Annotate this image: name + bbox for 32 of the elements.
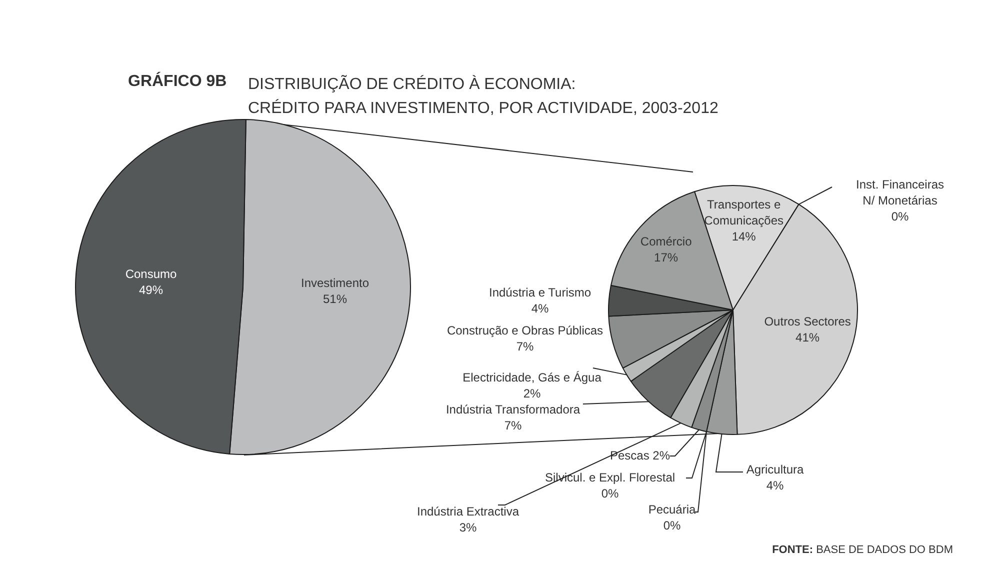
- data-label: 51%: [323, 292, 348, 306]
- data-label: 4%: [531, 301, 549, 316]
- data-label: 7%: [516, 339, 534, 354]
- slice-label: Investimento: [300, 276, 370, 290]
- data-label: 4%: [766, 478, 784, 492]
- text: 0%: [891, 209, 909, 224]
- slice-label: Indústria e Turismo: [488, 285, 592, 300]
- text: DISTRIBUIÇÃO DE CRÉDITO À ECONOMIA: CRÉDITO PARA INVESTIMENTO, POR ACTIVIDADE, 2003-2012: [248, 74, 718, 119]
- data-label: 2%: [652, 448, 670, 462]
- data-label: 3%: [459, 520, 477, 534]
- data-label: 17%: [654, 250, 678, 265]
- chart-title: GRÁFICO 9B: [128, 73, 227, 91]
- source-note: FONTE: BASE DE DADOS DO BDM: [772, 544, 953, 556]
- data-label: 41%: [796, 330, 820, 344]
- slice-label: Pescas: [610, 448, 650, 462]
- slice-label: Agricultura: [746, 462, 804, 476]
- slice-label: Indústria Extractiva: [416, 504, 520, 518]
- slice-label: Consumo: [125, 266, 177, 281]
- slice-label: Electricidade, Gás e Água: [462, 370, 602, 384]
- text: 0%: [663, 518, 681, 532]
- data-label: 14%: [732, 229, 756, 244]
- slice-label: Comércio: [640, 234, 692, 249]
- slice-label: Indústria Transformadora: [446, 402, 580, 416]
- slice-label: Construção e Obras Públicas: [446, 323, 604, 338]
- slice-label: Transportes e Comunicações: [704, 197, 784, 228]
- data-label: 7%: [504, 418, 522, 432]
- data-label: 2%: [523, 386, 541, 400]
- slice-label: Outros Sectores: [764, 314, 851, 328]
- category-label: Pecuária: [648, 502, 696, 516]
- text: 0%: [601, 486, 619, 500]
- legend-label: Inst. Financeiras N/ Monetárias: [856, 177, 944, 208]
- data-label: 49%: [138, 282, 164, 297]
